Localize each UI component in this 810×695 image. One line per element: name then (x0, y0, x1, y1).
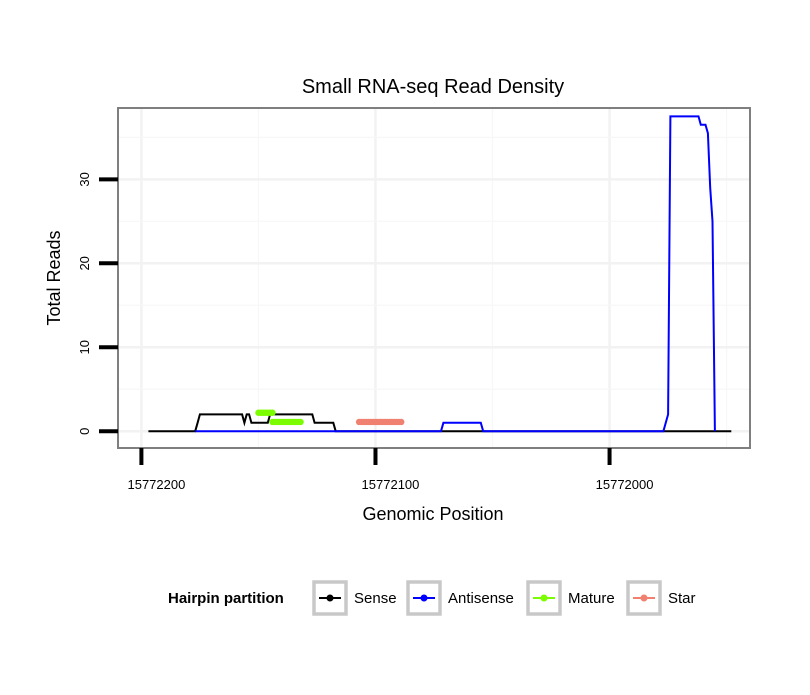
series-star-point (398, 418, 405, 426)
y-axis-label: Total Reads (44, 230, 64, 325)
series-layer (148, 115, 732, 433)
legend-label-mature: Mature (568, 590, 615, 607)
x-tick-label: 15772200 (127, 477, 185, 492)
legend-title: Hairpin partition (168, 590, 284, 607)
y-tick-label: 10 (77, 340, 92, 354)
legend-items: Sense Antisense Mature Star (312, 580, 696, 616)
x-tick-label: 15772000 (596, 477, 654, 492)
y-tick-label: 0 (77, 428, 92, 435)
legend-label-star: Star (668, 590, 696, 607)
legend-label-sense: Sense (354, 590, 397, 607)
y-tick-label: 30 (77, 172, 92, 186)
plot-border (117, 107, 751, 449)
plot-panel (117, 107, 751, 449)
legend-key-point-mature (540, 594, 548, 602)
legend-key-point-star (640, 594, 648, 602)
axes: 15772200 15772100 15772000 0 10 20 30 (77, 172, 653, 492)
series-antisense-line (195, 115, 716, 433)
chart-title: Small RNA-seq Read Density (302, 76, 564, 98)
y-tick-label: 20 (77, 256, 92, 270)
series-mature-point (297, 418, 304, 426)
legend-key-point-sense (326, 594, 334, 602)
legend-label-antisense: Antisense (448, 590, 514, 607)
x-axis-label: Genomic Position (362, 504, 503, 524)
series-sense-line (148, 413, 732, 433)
legend: Hairpin partition Sense Antisense Mature St… (168, 580, 696, 616)
x-tick-label: 15772100 (362, 477, 420, 492)
series-mature-point (269, 409, 276, 416)
gridlines (118, 108, 750, 448)
plot-background (118, 108, 750, 448)
legend-key-point-antisense (420, 594, 428, 602)
